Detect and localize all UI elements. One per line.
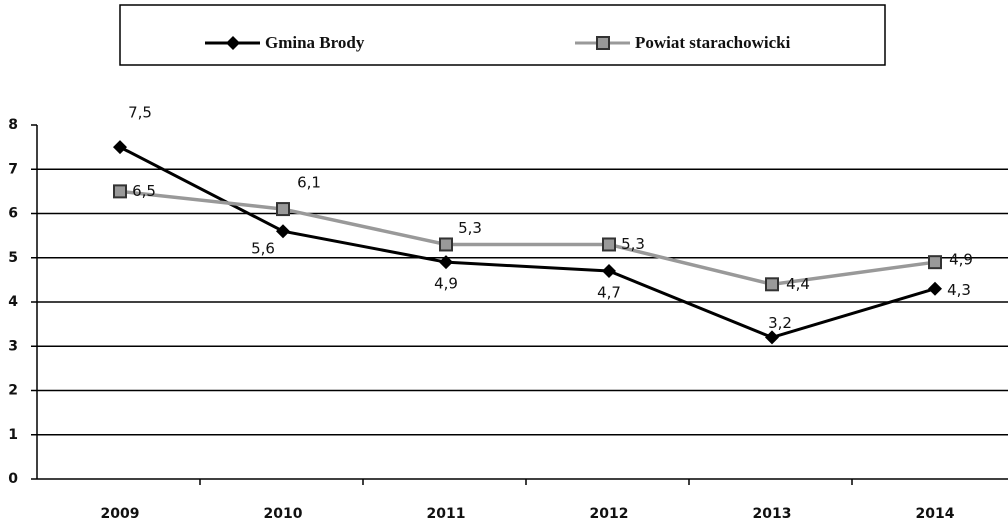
x-tick-label: 2013 [753, 506, 792, 522]
data-point [928, 255, 942, 270]
series-line [119, 189, 936, 287]
data-label: 4,3 [947, 281, 971, 299]
x-tick-label: 2010 [264, 506, 303, 522]
data-point [602, 237, 616, 252]
x-tick-label: 2012 [590, 506, 629, 522]
data-label: 4,9 [949, 251, 973, 269]
data-label: 4,4 [786, 275, 810, 293]
y-tick-label: 7 [8, 161, 18, 177]
data-label: 7,5 [128, 104, 152, 122]
y-tick-label: 3 [8, 338, 18, 354]
data-point [439, 237, 453, 252]
legend-label: Powiat starachowicki [635, 33, 791, 52]
x-tick-label: 2009 [101, 506, 140, 522]
legend-marker [226, 36, 240, 50]
data-label: 6,5 [132, 182, 156, 200]
data-point [765, 277, 779, 292]
y-tick-label: 0 [8, 471, 18, 487]
data-label: 6,1 [297, 174, 321, 192]
data-label: 4,9 [434, 275, 458, 293]
x-tick-label: 2011 [427, 506, 466, 522]
data-label: 5,3 [621, 235, 645, 253]
data-point [928, 281, 942, 296]
y-tick-label: 8 [8, 117, 18, 133]
legend-marker [596, 36, 610, 50]
data-label: 5,3 [458, 219, 482, 237]
y-tick-label: 4 [8, 294, 18, 310]
legend-label: Gmina Brody [265, 33, 365, 52]
data-point [765, 330, 779, 345]
data-point [276, 224, 290, 239]
data-point [439, 255, 453, 270]
data-point [602, 264, 616, 279]
y-tick-label: 2 [8, 383, 18, 399]
x-tick-label: 2014 [916, 506, 955, 522]
data-label: 5,6 [251, 240, 275, 258]
data-point [113, 184, 127, 199]
data-point [276, 202, 290, 217]
y-tick-label: 5 [8, 250, 18, 266]
y-tick-label: 6 [8, 206, 18, 222]
y-tick-label: 1 [8, 427, 18, 443]
legend-box [119, 4, 886, 66]
data-label: 4,7 [597, 284, 621, 302]
series-line [119, 145, 936, 339]
data-point [113, 140, 127, 155]
data-label: 3,2 [768, 314, 792, 332]
